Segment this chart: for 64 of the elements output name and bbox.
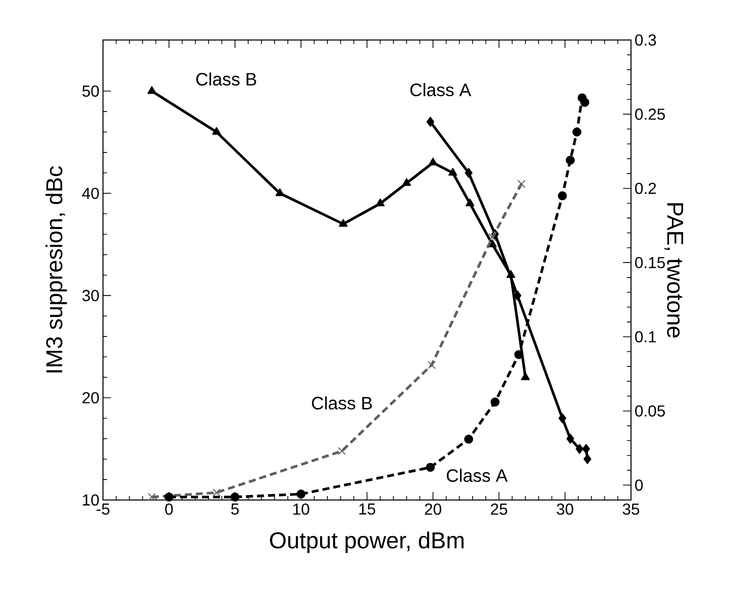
point xyxy=(275,188,284,196)
y-tick-label: 30 xyxy=(82,290,99,302)
point xyxy=(464,434,474,444)
series-label: Class B xyxy=(196,72,256,86)
x-tick-label: 15 xyxy=(359,504,376,515)
y2-tick-label: 0 xyxy=(635,480,643,491)
point xyxy=(212,127,221,135)
y2-tick-label: 0.25 xyxy=(635,108,665,120)
point xyxy=(147,86,156,94)
y2-tick-label: 0.3 xyxy=(635,34,656,46)
y-tick-label: 20 xyxy=(82,392,99,404)
point xyxy=(212,488,221,497)
y-axis-title: IM3 suppresion, dBc xyxy=(46,166,67,372)
point xyxy=(426,462,435,472)
x-tick-label: -5 xyxy=(96,504,110,515)
y2-tick-label: 0.1 xyxy=(635,331,656,342)
point xyxy=(338,446,346,456)
point xyxy=(576,444,584,454)
x-tick-label: 35 xyxy=(622,504,640,515)
point xyxy=(402,178,411,186)
point xyxy=(338,219,348,227)
x-axis-title: Output power, dBm xyxy=(270,532,464,553)
point xyxy=(488,233,496,242)
point xyxy=(428,360,436,369)
y2-axis-title: PAE, twotone xyxy=(664,203,684,338)
point xyxy=(514,350,524,360)
y-tick-label: 40 xyxy=(82,188,99,199)
point xyxy=(572,127,582,136)
x-tick-label: 25 xyxy=(490,504,508,515)
point xyxy=(566,434,574,444)
point xyxy=(490,398,500,407)
point xyxy=(448,168,458,176)
point xyxy=(428,158,438,166)
point xyxy=(521,372,530,380)
point xyxy=(582,444,590,454)
point xyxy=(466,198,474,206)
series-label: Class B xyxy=(312,396,372,410)
point xyxy=(517,180,526,188)
y2-tick-label: 0.05 xyxy=(635,405,665,417)
y-tick-label: 50 xyxy=(82,85,99,97)
series-label: Class A xyxy=(446,468,508,482)
point xyxy=(164,492,174,502)
x-tick-label: 5 xyxy=(231,504,239,515)
y2-tick-label: 0.15 xyxy=(635,256,665,268)
point xyxy=(580,98,590,107)
x-tick-label: 30 xyxy=(556,504,574,515)
point xyxy=(464,168,473,178)
x-tick-label: 0 xyxy=(165,504,173,515)
point xyxy=(426,116,434,127)
x-tick-label: 10 xyxy=(293,504,310,515)
point xyxy=(558,413,566,424)
point xyxy=(558,191,567,200)
point xyxy=(514,290,522,301)
series-label: Class A xyxy=(410,83,472,96)
point xyxy=(506,270,516,278)
point xyxy=(148,492,156,502)
point xyxy=(230,492,240,502)
point xyxy=(376,198,385,206)
point xyxy=(566,156,575,165)
point xyxy=(296,490,306,499)
y-tick-label: 10 xyxy=(82,494,99,506)
point xyxy=(584,454,592,464)
x-tick-label: 20 xyxy=(424,504,442,515)
y2-tick-label: 0.2 xyxy=(635,182,656,194)
